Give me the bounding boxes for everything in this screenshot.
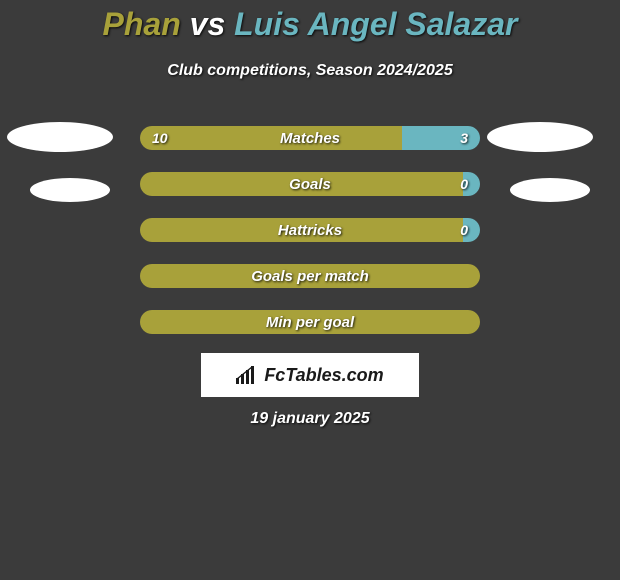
title-vs: vs [190, 6, 226, 42]
subtitle: Club competitions, Season 2024/2025 [0, 62, 620, 80]
stat-value-left: 10 [140, 130, 180, 146]
stat-bar-left [140, 218, 463, 242]
decorative-ellipse [7, 122, 113, 152]
stat-value-right: 0 [448, 222, 480, 238]
stat-row: 0Goals [140, 172, 480, 196]
stat-row: 103Matches [140, 126, 480, 150]
stat-bar-right: 3 [402, 126, 480, 150]
title-player1: Phan [103, 6, 181, 42]
brand-badge: FcTables.com [201, 353, 419, 397]
decorative-ellipse [487, 122, 593, 152]
decorative-ellipse [30, 178, 110, 202]
page-title: Phan vs Luis Angel Salazar [0, 6, 620, 43]
bar-chart-icon [236, 366, 258, 384]
stat-value-right: 3 [448, 130, 480, 146]
title-player2: Luis Angel Salazar [234, 6, 517, 42]
brand-text: FcTables.com [264, 365, 383, 386]
stat-bar-left [140, 310, 480, 334]
stat-bar-left [140, 264, 480, 288]
date-label: 19 january 2025 [0, 410, 620, 428]
stat-bar-left: 10 [140, 126, 402, 150]
stat-row: Goals per match [140, 264, 480, 288]
decorative-ellipse [510, 178, 590, 202]
stat-bar-right: 0 [463, 218, 480, 242]
stat-bar-left [140, 172, 463, 196]
stat-bar-right: 0 [463, 172, 480, 196]
stat-row: Min per goal [140, 310, 480, 334]
stat-value-right: 0 [448, 176, 480, 192]
stat-row: 0Hattricks [140, 218, 480, 242]
